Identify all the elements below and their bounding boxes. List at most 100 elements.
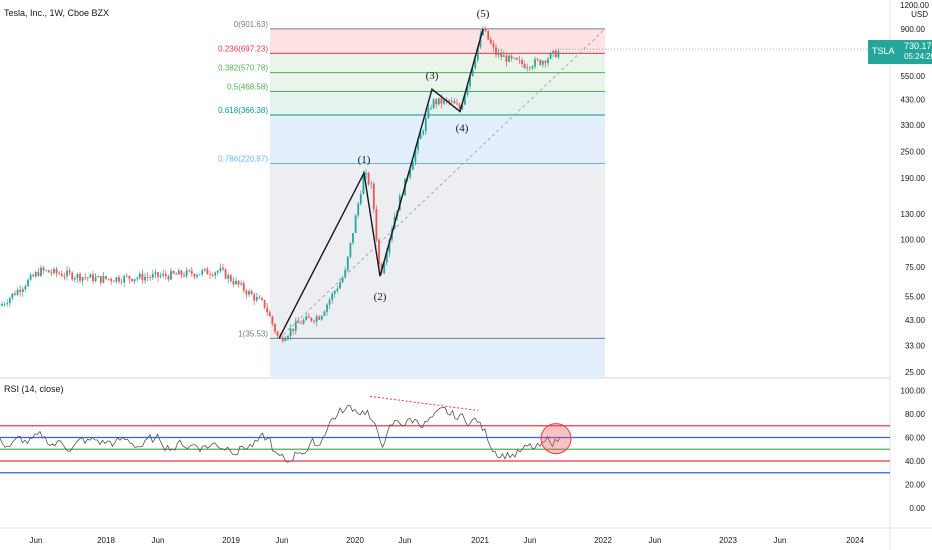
candle-body: [53, 268, 55, 274]
time-tick-label: Jun: [524, 536, 537, 545]
candle-body: [27, 279, 29, 287]
time-tick-label: 2018: [97, 536, 115, 545]
candle-body: [177, 270, 180, 275]
candle-body: [450, 101, 453, 102]
candle-body: [37, 272, 40, 276]
candle-body: [188, 270, 191, 272]
candle-body: [484, 28, 487, 31]
candle-body: [466, 86, 469, 95]
price-tag-timer: 05:24:20: [904, 52, 932, 61]
candle-body: [318, 316, 321, 320]
candle-body: [120, 281, 123, 283]
candle-body: [437, 98, 440, 105]
candle-body: [105, 276, 107, 279]
candle-body: [326, 304, 328, 312]
candle-body: [34, 272, 37, 277]
fib-label: 1(35.53): [238, 329, 268, 338]
candle-body: [14, 293, 16, 295]
candle-body: [112, 280, 115, 282]
rsi-tick-label: 80.00: [905, 410, 926, 419]
candle-body: [50, 272, 53, 274]
candle-body: [409, 169, 412, 178]
candle-body: [258, 297, 261, 299]
candle-body: [84, 277, 87, 278]
time-tick-label: 2022: [594, 536, 612, 545]
candle-body: [500, 52, 503, 57]
candle-body: [453, 101, 456, 104]
candle-body: [24, 286, 27, 290]
fib-zone: [270, 91, 605, 116]
candle-body: [167, 276, 170, 280]
candle-body: [461, 104, 464, 110]
candle-body: [66, 270, 68, 277]
candle-body: [63, 276, 66, 277]
candle-body: [320, 315, 323, 320]
candle-body: [263, 300, 266, 308]
elliott-wave-path: [278, 28, 484, 339]
candle-body: [89, 274, 92, 278]
candle-body: [463, 94, 466, 105]
candle-body: [115, 277, 118, 282]
fib-label: 0.5(468.58): [227, 82, 268, 91]
price-tick-label: 100.00: [901, 235, 926, 244]
candle-body: [378, 239, 380, 265]
fib-zone: [270, 115, 605, 164]
time-tick-label: 2021: [471, 536, 489, 545]
time-tick-label: Jun: [30, 536, 43, 545]
candle-body: [419, 133, 422, 140]
candle-body: [214, 272, 217, 276]
candle-body: [307, 316, 310, 318]
candle-body: [362, 174, 365, 195]
price-tick-label: 550.00: [901, 72, 926, 81]
candle-body: [333, 291, 336, 294]
candle-body: [349, 242, 352, 257]
candle-body: [190, 270, 193, 275]
candle-body: [201, 270, 204, 275]
candle-body: [123, 275, 126, 283]
candle-body: [557, 51, 560, 58]
candle-body: [21, 289, 24, 292]
candle-body: [144, 276, 146, 281]
candle-body: [60, 273, 63, 277]
candle-body: [489, 39, 492, 44]
candle-body: [276, 331, 279, 336]
candle-body: [29, 274, 32, 280]
candle-body: [289, 328, 292, 336]
candle-body: [313, 320, 315, 322]
fib-zone: [270, 53, 605, 73]
candle-body: [435, 99, 438, 105]
candle-body: [255, 297, 258, 301]
candle-body: [97, 276, 100, 278]
candle-body: [175, 273, 178, 275]
wave-label: (5): [477, 8, 490, 20]
candle-body: [253, 294, 256, 301]
candle-body: [237, 280, 240, 285]
price-tag: TSLA 730.17 05:24:20: [868, 40, 932, 64]
candle-body: [235, 280, 237, 285]
candle-body: [42, 267, 45, 271]
candle-body: [315, 316, 318, 322]
candle-body: [222, 267, 224, 270]
price-tick-label: 330.00: [901, 121, 926, 130]
time-tick-label: Jun: [399, 536, 412, 545]
candle-body: [339, 282, 341, 289]
candle-body: [300, 323, 302, 324]
wave-label: (1): [358, 154, 371, 166]
candle-body: [531, 66, 534, 69]
rsi-title: RSI (14, close): [4, 384, 64, 394]
candle-body: [471, 68, 474, 76]
candle-body: [224, 269, 227, 279]
trend-line: [278, 28, 606, 339]
candle-body: [141, 273, 144, 281]
candle-body: [365, 172, 367, 175]
candle-body: [487, 30, 490, 40]
wave-label: (4): [456, 123, 469, 135]
candle-body: [388, 239, 391, 253]
candle-body: [359, 194, 362, 204]
candle-body: [6, 303, 9, 304]
candle-body: [68, 270, 71, 273]
candle-body: [229, 275, 232, 282]
candle-body: [180, 270, 183, 276]
candle-body: [242, 283, 245, 291]
candle-body: [554, 50, 557, 58]
